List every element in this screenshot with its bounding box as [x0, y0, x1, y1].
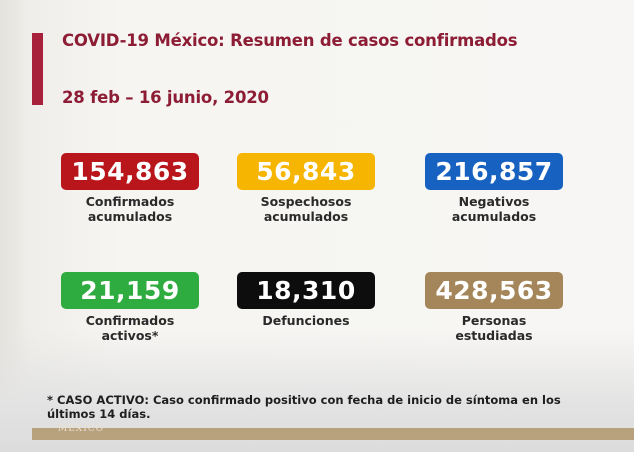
page-title: COVID-19 México: Resumen de casos confir… — [62, 31, 518, 50]
stat-value: 21,159 — [61, 272, 199, 309]
stat-label: Personas estudiadas — [455, 313, 533, 343]
footer-band — [32, 428, 634, 440]
stat-label: Confirmados acumulados — [85, 194, 175, 224]
stat-label: Negativos acumulados — [451, 194, 537, 224]
stat-label: Defunciones — [262, 313, 350, 328]
footnote: * CASO ACTIVO: Caso confirmado positivo … — [47, 393, 561, 421]
stat-label: Sospechosos acumulados — [260, 194, 352, 224]
card-confirmados-activos: 21,159 Confirmados activos* — [61, 272, 199, 343]
gobierno-logo: MÉXICO — [58, 424, 105, 434]
card-defunciones: 18,310 Defunciones — [237, 272, 375, 328]
stat-value: 18,310 — [237, 272, 375, 309]
card-confirmados-acumulados: 154,863 Confirmados acumulados — [61, 153, 199, 224]
card-sospechosos-acumulados: 56,843 Sospechosos acumulados — [237, 153, 375, 224]
stat-value: 154,863 — [61, 153, 199, 190]
card-personas-estudiadas: 428,563 Personas estudiadas — [425, 272, 563, 343]
stat-value: 428,563 — [425, 272, 563, 309]
stat-label: Confirmados activos* — [85, 313, 175, 343]
stat-value: 56,843 — [237, 153, 375, 190]
title-accent-bar — [32, 33, 43, 105]
stat-value: 216,857 — [425, 153, 563, 190]
card-negativos-acumulados: 216,857 Negativos acumulados — [425, 153, 563, 224]
date-range: 28 feb – 16 junio, 2020 — [62, 88, 269, 107]
